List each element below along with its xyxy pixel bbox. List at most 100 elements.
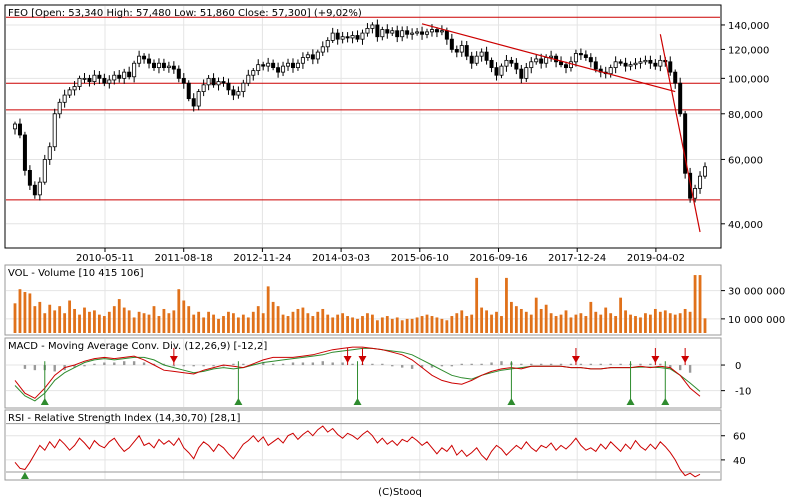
volume-bar — [346, 316, 349, 333]
volume-bar — [634, 316, 637, 333]
candle-body — [578, 53, 583, 56]
volume-bar — [33, 306, 37, 333]
sell-signal-marker — [358, 348, 367, 366]
candle-body — [127, 71, 132, 78]
volume-bar — [157, 316, 161, 333]
sell-signal-triangle — [169, 356, 178, 363]
candle-body — [618, 61, 623, 64]
volume-bar — [395, 317, 399, 333]
macd-histogram-bar — [301, 362, 305, 366]
volume-bar — [510, 301, 513, 333]
candle — [37, 177, 42, 201]
candle-body — [459, 45, 464, 53]
y-tick-label: 60,000 — [728, 155, 763, 166]
volume-bar — [236, 317, 240, 333]
y-tick-label: 60 — [733, 432, 746, 443]
volume-bar — [356, 318, 359, 333]
candle-body — [444, 30, 449, 40]
volume-bar — [351, 317, 354, 333]
candle — [608, 64, 613, 78]
candle-body — [142, 55, 147, 60]
volume-bar — [589, 301, 593, 333]
candle-body — [147, 58, 152, 64]
buy-signal-triangle — [40, 398, 49, 405]
volume-bar — [619, 297, 623, 333]
volume-bar — [311, 316, 315, 333]
candle-body — [156, 62, 161, 69]
macd-histogram-bar — [222, 365, 225, 367]
sell-signal-triangle — [343, 356, 352, 363]
volume-bar — [539, 308, 543, 333]
volume-bar — [400, 320, 404, 333]
volume-bar — [256, 306, 260, 333]
trend-line — [421, 23, 676, 93]
x-tick-label: 2019-04-02 — [627, 253, 685, 264]
candle-body — [613, 61, 618, 69]
volume-bar — [693, 275, 697, 333]
volume-bar — [658, 311, 662, 333]
candle — [67, 87, 72, 99]
macd-histogram-bar — [331, 362, 334, 366]
volume-bar — [380, 317, 384, 333]
candle-body — [519, 68, 524, 79]
rsi-y-axis: 60 40 — [721, 432, 746, 467]
macd-histogram-bar — [132, 361, 136, 366]
macd-histogram-bar — [639, 363, 642, 366]
candle — [519, 64, 524, 84]
volume-bar — [455, 313, 459, 333]
candle-body — [241, 82, 246, 92]
candle-body — [251, 70, 256, 76]
candle-body — [673, 71, 678, 84]
candle — [330, 27, 335, 43]
candle-body — [588, 57, 593, 63]
volume-bar — [514, 306, 518, 333]
candle-body — [315, 51, 320, 60]
volume-bar — [112, 306, 116, 333]
macd-lines — [14, 346, 701, 402]
candle — [191, 93, 196, 112]
macd-histogram-bar — [113, 362, 116, 366]
volume-bar — [624, 310, 627, 333]
volume-bar — [291, 311, 295, 333]
candle — [658, 55, 663, 72]
candle — [117, 70, 122, 83]
macd-histogram-bar — [500, 361, 503, 366]
candle — [573, 49, 578, 67]
candle-body — [281, 65, 286, 73]
rsi-panel-title: RSI - Relative Strength Index (14,30,70)… — [8, 413, 241, 424]
candle — [643, 55, 648, 65]
candle — [57, 98, 62, 119]
candle — [499, 63, 504, 79]
candle — [211, 73, 216, 88]
macd-histogram-bar — [321, 361, 324, 366]
volume-bar — [326, 314, 330, 333]
rsi-panel: RSI - Relative Strength Index (14,30,70)… — [4, 409, 746, 481]
volume-bar — [410, 318, 414, 333]
volume-bar — [197, 311, 201, 333]
candle — [693, 184, 698, 203]
candle-body — [196, 91, 201, 107]
macd-histogram-bar — [569, 363, 573, 366]
sell-signal-marker — [343, 348, 352, 366]
volume-bar — [63, 313, 67, 333]
macd-histogram-bar — [341, 362, 344, 366]
candle-body — [524, 67, 529, 79]
volume-y-axis: 10 000 000 30 000 000 — [721, 287, 785, 326]
volume-bar — [500, 316, 503, 333]
buy-signal-triangle — [234, 398, 243, 405]
macd-histogram-bar — [123, 361, 126, 366]
candle-body — [643, 59, 648, 63]
volume-bar — [212, 314, 215, 333]
macd-histogram-bar — [480, 363, 483, 366]
macd-histogram-bar — [589, 363, 593, 366]
candle-body — [583, 54, 588, 58]
candle — [52, 108, 57, 151]
candle — [241, 79, 246, 98]
macd-histogram-bar — [410, 365, 414, 369]
volume-bar — [296, 308, 300, 333]
volume-bar — [569, 317, 573, 333]
candle — [27, 165, 32, 190]
sell-signal-triangle — [358, 356, 367, 363]
rsi-series-line — [14, 425, 701, 478]
macd-histogram-bar — [599, 363, 602, 366]
